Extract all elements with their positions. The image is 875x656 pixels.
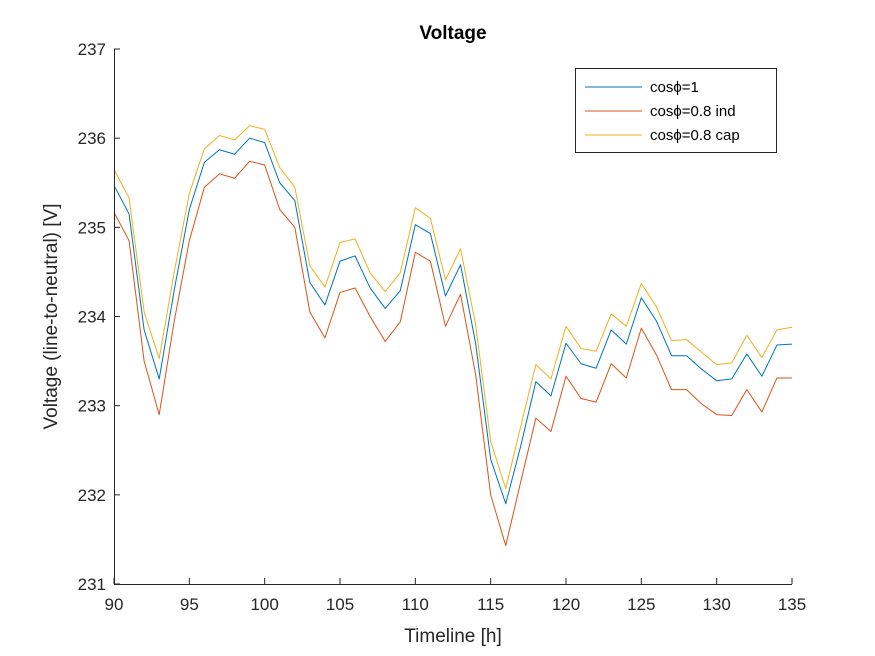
legend: cosϕ=1 cosϕ=0.8 ind cosϕ=0.8 cap	[575, 68, 777, 153]
y-tick-label: 236	[78, 129, 106, 148]
chart-title: Voltage	[419, 23, 486, 44]
y-tick-label: 234	[78, 308, 106, 327]
x-tick-label: 100	[250, 595, 278, 614]
x-tick-label: 120	[552, 595, 580, 614]
legend-label-0: cosϕ=1	[650, 79, 699, 96]
x-tick-label: 135	[778, 595, 806, 614]
y-tick-label: 237	[78, 40, 106, 59]
series-line-0	[113, 137, 793, 505]
series-line-2	[113, 125, 793, 490]
y-tick-label: 233	[78, 397, 106, 416]
y-axis-label: Voltage (line-to-neutral) [V]	[41, 203, 62, 429]
series-layer	[113, 125, 793, 547]
x-tick-label: 90	[105, 595, 124, 614]
y-tick-label: 232	[78, 486, 106, 505]
x-axis-label: Timeline [h]	[404, 626, 502, 647]
y-tick-label: 235	[78, 218, 106, 237]
series-line-1	[113, 160, 792, 547]
x-ticks: 90 95 100 105 110 115 120 125 130 135	[105, 578, 806, 614]
x-tick-label: 130	[702, 595, 730, 614]
x-tick-label: 105	[326, 595, 354, 614]
x-tick-label: 110	[402, 595, 429, 614]
legend-label-2: cosϕ=0.8 cap	[650, 127, 740, 144]
x-tick-label: 125	[627, 595, 655, 614]
legend-label-1: cosϕ=0.8 ind	[650, 103, 736, 120]
x-tick-label: 115	[477, 595, 504, 614]
y-ticks: 231 232 233 234 235 236 237	[78, 40, 120, 594]
legend-entries: cosϕ=1 cosϕ=0.8 ind cosϕ=0.8 cap	[585, 79, 740, 144]
x-tick-label: 95	[180, 595, 199, 614]
y-tick-label: 231	[78, 575, 106, 594]
